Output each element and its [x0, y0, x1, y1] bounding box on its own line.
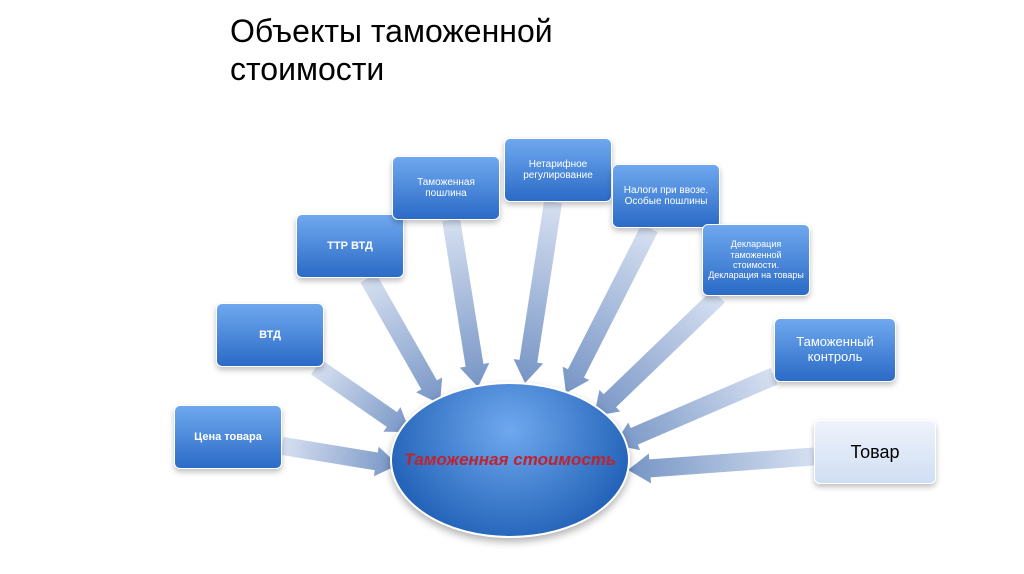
node-netarif-label: Нетарифное регулирование [509, 159, 607, 182]
node-tovar: Товар [814, 420, 936, 484]
node-decl: Декларация таможенной стоимости. Деклара… [702, 224, 810, 296]
center-node: Таможенная стоимость [390, 382, 630, 538]
node-nalogi: Налоги при ввозе. Особые пошлины [612, 164, 720, 228]
node-tovar-label: Товар [851, 442, 900, 463]
node-decl-label: Декларация таможенной стоимости. Деклара… [707, 239, 805, 280]
center-node-label: Таможенная стоимость [394, 450, 626, 470]
slide: Объекты таможенной стоимости Таможенная … [0, 0, 1024, 574]
node-ttr-label: ТТР ВТД [327, 240, 373, 253]
node-price-label: Цена товара [194, 431, 262, 444]
node-vtd-label: ВТД [259, 329, 281, 342]
node-nalogi-label: Налоги при ввозе. Особые пошлины [617, 185, 715, 208]
node-netarif: Нетарифное регулирование [504, 138, 612, 202]
slide-title: Объекты таможенной стоимости [230, 12, 553, 88]
node-price: Цена товара [174, 405, 282, 469]
node-ttr: ТТР ВТД [296, 214, 404, 278]
node-vtd: ВТД [216, 303, 324, 367]
node-poshlina: Таможенная пошлина [392, 156, 500, 220]
node-control-label: Таможенный контроль [779, 335, 891, 365]
node-poshlina-label: Таможенная пошлина [397, 177, 495, 200]
node-control: Таможенный контроль [774, 318, 896, 382]
